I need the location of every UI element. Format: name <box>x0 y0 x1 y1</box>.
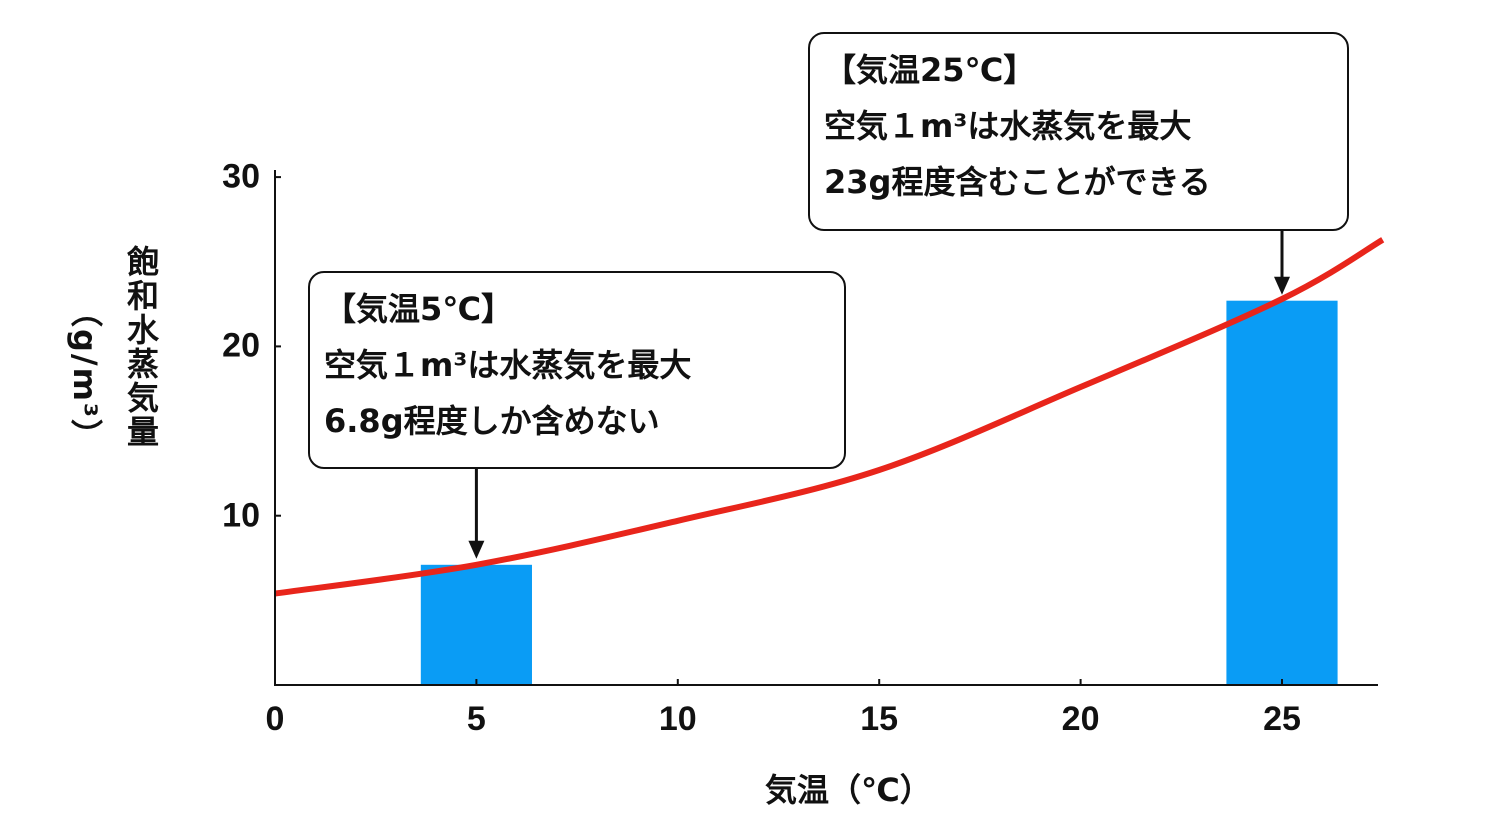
annotation-5c: 【気温5℃】 空気１m³は水蒸気を最大 6.8g程度しか含めない <box>308 271 846 469</box>
x-axis-label: 気温（℃） <box>765 771 932 809</box>
annotation-25c: 【気温25℃】 空気１m³は水蒸気を最大 23g程度含むことができる <box>808 32 1349 231</box>
saturation-curve <box>274 237 1385 597</box>
x-tick-label: 15 <box>860 700 899 738</box>
annotation-25c-line: 23g程度含むことができる <box>824 163 1211 201</box>
bar <box>420 564 532 685</box>
annotation-arrow <box>468 469 485 559</box>
annotation-arrow <box>1274 231 1290 295</box>
bar <box>1226 300 1338 685</box>
y-axis-unit: （g/m³） <box>66 295 104 453</box>
annotation-5c-line: 【気温5℃】 <box>324 290 514 328</box>
annotation-5c-line: 6.8g程度しか含めない <box>324 402 660 440</box>
x-tick-label: 5 <box>466 700 486 738</box>
x-tick-label: 25 <box>1263 700 1301 738</box>
x-tick-label: 20 <box>1061 700 1100 738</box>
y-tick-label: 20 <box>222 326 260 365</box>
annotation-5c-line: 空気１m³は水蒸気を最大 <box>324 346 692 384</box>
y-axis-label: 飽和水蒸気量 <box>122 245 160 449</box>
x-tick-label: 0 <box>265 700 285 738</box>
y-tick-label: 30 <box>222 157 260 196</box>
annotation-25c-line: 【気温25℃】 <box>824 51 1036 89</box>
y-tick-label: 10 <box>222 496 260 535</box>
annotation-25c-line: 空気１m³は水蒸気を最大 <box>824 107 1192 145</box>
x-tick-label: 10 <box>658 700 697 738</box>
